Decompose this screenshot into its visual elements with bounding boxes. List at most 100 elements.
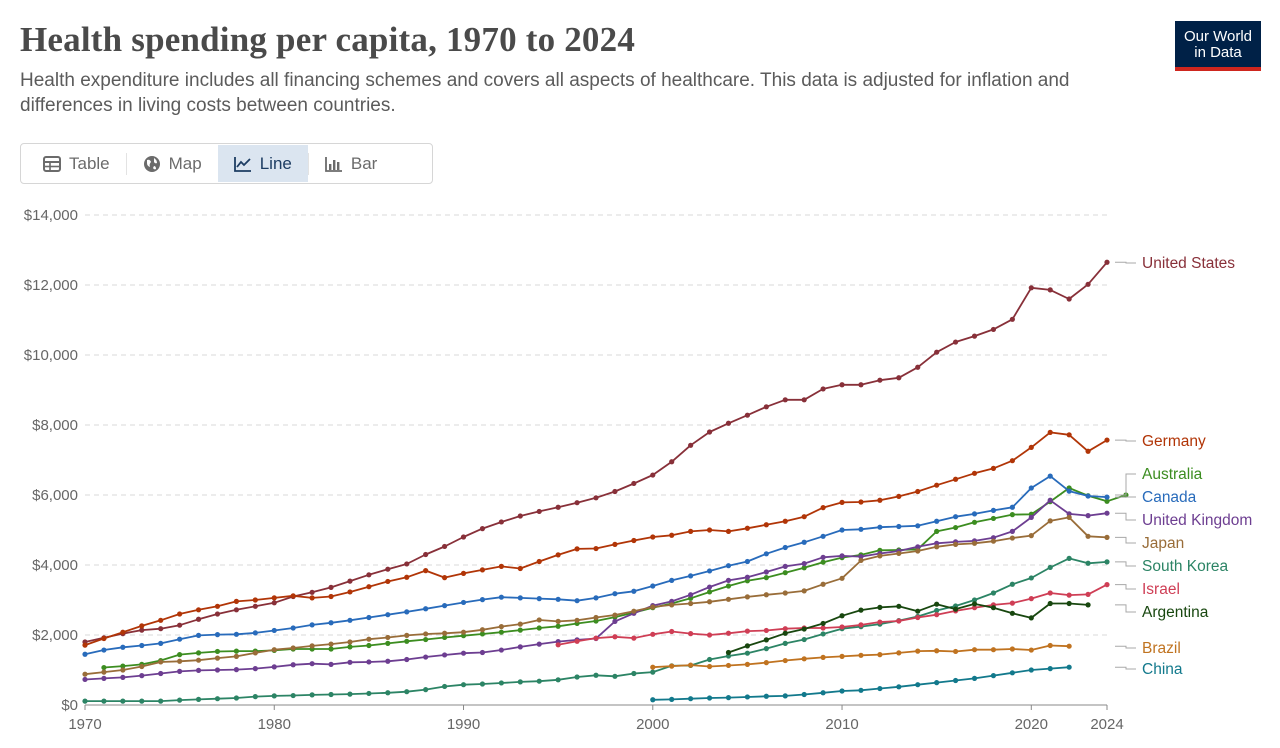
data-point [744, 594, 751, 600]
data-point [593, 495, 599, 501]
data-point [839, 624, 845, 630]
data-point [650, 534, 656, 540]
data-point [366, 584, 372, 590]
data-point [990, 515, 997, 522]
data-point [158, 659, 164, 665]
legend-label[interactable]: China [1142, 661, 1183, 678]
tab-table[interactable]: Table [27, 145, 126, 182]
data-point [1009, 528, 1015, 535]
data-point [195, 607, 202, 613]
series-brazil[interactable] [650, 642, 1072, 670]
series-canada[interactable] [82, 473, 1110, 657]
data-point [990, 465, 997, 471]
data-point [631, 480, 637, 487]
tab-line[interactable]: Line [217, 145, 308, 182]
data-point [101, 647, 107, 653]
data-point [593, 672, 599, 678]
data-point [706, 584, 713, 590]
data-point [763, 693, 769, 699]
data-point [971, 647, 978, 653]
series-china[interactable] [650, 664, 1072, 703]
data-point [782, 626, 788, 632]
tab-bar-label: Bar [350, 153, 378, 173]
y-tick-label: $12,000 [24, 277, 78, 294]
data-point [896, 603, 902, 609]
legend-label[interactable]: Brazil [1142, 640, 1181, 657]
legend-connector [1115, 512, 1136, 521]
data-point [934, 648, 940, 654]
data-point [650, 669, 656, 675]
data-point [555, 642, 561, 648]
data-point [744, 574, 751, 580]
series-united-states[interactable] [82, 259, 1110, 645]
data-point [460, 650, 467, 656]
data-point [1066, 664, 1072, 670]
data-point [1104, 494, 1110, 500]
legend-label[interactable]: Germany [1142, 433, 1206, 450]
data-point [1028, 285, 1034, 291]
data-point [423, 568, 429, 574]
owid-logo[interactable]: Our World in Data [1175, 21, 1261, 71]
data-point [1085, 560, 1091, 566]
legend-label[interactable]: Australia [1142, 466, 1203, 483]
data-point [990, 605, 997, 611]
series-japan[interactable] [82, 514, 1110, 677]
series-argentina[interactable] [725, 600, 1091, 656]
data-point [1009, 581, 1015, 587]
legend-label[interactable]: Israel [1142, 581, 1180, 598]
data-point [536, 625, 542, 631]
data-point [177, 636, 183, 642]
legend-label[interactable]: South Korea [1142, 558, 1229, 575]
data-point [669, 696, 675, 703]
data-point [139, 642, 145, 649]
data-point [290, 662, 296, 668]
data-point [839, 553, 845, 559]
data-point [650, 604, 656, 610]
data-point [801, 539, 807, 545]
legend-label[interactable]: United States [1142, 255, 1235, 272]
data-point [555, 504, 561, 510]
data-point [366, 642, 372, 649]
legend-label[interactable]: United Kingdom [1142, 512, 1252, 529]
data-point [1009, 535, 1015, 541]
data-point [271, 627, 277, 634]
data-point [593, 614, 599, 621]
legend-label[interactable]: Japan [1142, 535, 1184, 552]
data-point [385, 634, 391, 641]
data-point [498, 594, 504, 600]
data-point [706, 589, 713, 595]
data-point [858, 499, 864, 505]
legend-label[interactable]: Canada [1142, 489, 1197, 506]
series-germany[interactable] [82, 429, 1110, 648]
data-point [479, 567, 486, 573]
data-point [915, 488, 921, 495]
data-point [252, 666, 258, 672]
data-point [233, 653, 240, 659]
data-point [952, 648, 959, 655]
data-point [214, 648, 221, 655]
data-point [896, 650, 902, 656]
data-point [1009, 511, 1015, 518]
data-point [612, 612, 618, 618]
data-point [763, 551, 769, 557]
data-point [479, 681, 486, 687]
data-point [479, 649, 486, 656]
data-point [177, 658, 183, 664]
data-point [934, 607, 940, 614]
data-point [877, 652, 883, 658]
tab-map[interactable]: Map [127, 145, 218, 182]
legend-connector [1115, 473, 1136, 496]
data-point [536, 558, 542, 565]
series-israel[interactable] [555, 582, 1110, 648]
y-tick-label: $8,000 [32, 417, 78, 434]
x-tick-label: 1980 [258, 716, 291, 733]
tab-bar[interactable]: Bar [309, 145, 393, 182]
y-tick-label: $10,000 [24, 347, 78, 364]
data-point [688, 631, 694, 637]
data-point [915, 682, 921, 688]
data-point [328, 661, 334, 668]
data-point [877, 685, 883, 692]
legend-label[interactable]: Argentina [1142, 604, 1209, 621]
data-point [782, 570, 788, 576]
